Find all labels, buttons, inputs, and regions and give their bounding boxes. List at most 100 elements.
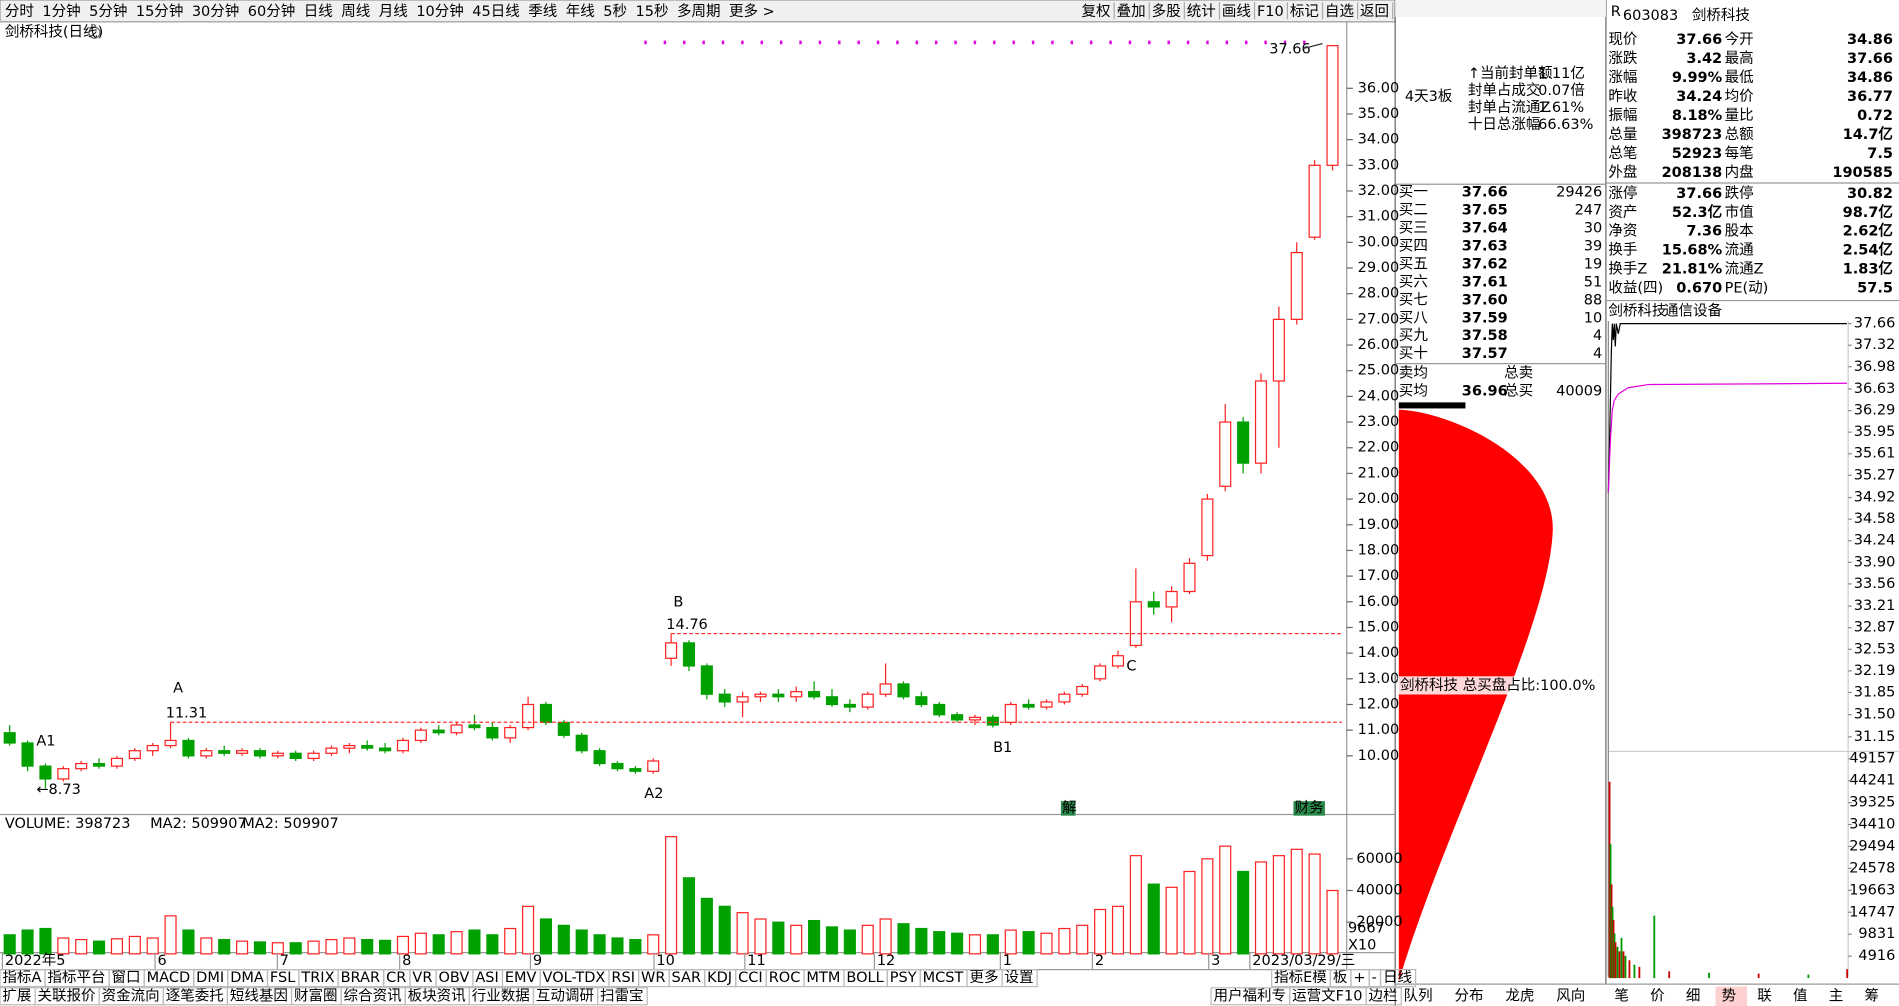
period-tab[interactable]: 月线 [379, 3, 408, 20]
period-tab[interactable]: 日线 [304, 3, 333, 20]
side-tab[interactable]: 龙虎 [1505, 987, 1534, 1004]
tab[interactable]: MTM [806, 970, 840, 986]
tab[interactable]: 日线 [1383, 969, 1412, 986]
tab[interactable]: 互动调研 [536, 987, 594, 1004]
pattern-label: C [1126, 659, 1136, 675]
candle-body [951, 714, 964, 721]
tab[interactable]: 综合资讯 [344, 987, 403, 1004]
tool-button[interactable]: 多股 [1152, 3, 1181, 20]
tab[interactable]: 设置 [1005, 969, 1034, 986]
tab[interactable]: VR [412, 970, 432, 986]
tab[interactable]: MACD [147, 970, 190, 986]
x-tick-label: 2 [1095, 953, 1104, 969]
period-tab[interactable]: 15秒 [636, 3, 669, 20]
tab[interactable]: 扫雷宝 [600, 987, 644, 1004]
side-tab[interactable]: 筹 [1864, 987, 1879, 1004]
tool-button[interactable]: 自选 [1325, 3, 1355, 20]
quote-value: 57.5 [1857, 280, 1893, 296]
tab[interactable]: 逐笔委托 [166, 987, 224, 1004]
tab[interactable]: TRIX [300, 970, 334, 986]
period-tab[interactable]: 季线 [528, 3, 557, 20]
tool-button[interactable]: 统计 [1187, 3, 1216, 20]
side-tab[interactable]: 主 [1829, 987, 1844, 1004]
tab[interactable]: 指标E模 [1274, 969, 1327, 986]
tab[interactable]: KDJ [707, 970, 732, 986]
badge[interactable]: 财务 [1295, 799, 1324, 816]
tab[interactable]: BOLL [846, 970, 884, 986]
quote-value: 52923 [1672, 146, 1722, 162]
tab[interactable]: 关联报价 [38, 987, 97, 1004]
tab[interactable]: CCI [738, 970, 763, 986]
tab[interactable]: 板块资讯 [408, 986, 467, 1004]
side-tab[interactable]: 细 [1686, 987, 1701, 1004]
tab[interactable]: 财富圈 [294, 986, 338, 1004]
tool-button[interactable]: 画线 [1222, 3, 1251, 20]
industry-label[interactable]: 通信设备 [1664, 302, 1723, 319]
side-tab[interactable]: 价 [1650, 988, 1665, 1004]
tab[interactable]: EMV [505, 970, 537, 986]
tab[interactable]: - [1372, 970, 1377, 986]
tab[interactable]: 窗口 [112, 968, 141, 986]
tab[interactable]: 用户福利专 [1214, 987, 1287, 1004]
tab[interactable]: VOL-TDX [543, 970, 606, 986]
quote-value: 36.77 [1847, 89, 1893, 105]
menu-icon[interactable] [88, 26, 101, 39]
y-tick-label: 18.00 [1358, 542, 1400, 558]
tool-button[interactable]: 标记 [1290, 3, 1319, 20]
side-tab[interactable]: 分布 [1455, 987, 1484, 1004]
tab[interactable]: 扩展 [2, 987, 31, 1004]
tab[interactable]: 资金流向 [102, 987, 160, 1004]
tab[interactable]: SAR [672, 970, 701, 986]
period-tab[interactable]: 1分钟 [42, 3, 80, 20]
period-tab[interactable]: 年线 [566, 3, 595, 20]
period-tab[interactable]: 更多 > [729, 3, 775, 20]
tab[interactable]: 短线基因 [230, 987, 288, 1004]
side-tab[interactable]: 联 [1757, 987, 1772, 1004]
tab[interactable]: MCST [923, 970, 964, 986]
tool-button[interactable]: 复权 [1082, 2, 1112, 20]
period-tab[interactable]: 15分钟 [136, 3, 183, 20]
period-tab[interactable]: 45日线 [472, 3, 519, 20]
tool-button[interactable]: 返回 [1360, 3, 1389, 20]
period-tab[interactable]: 30分钟 [192, 3, 239, 20]
period-tab[interactable]: 多周期 [677, 3, 721, 20]
intraday-vtick-label: 49157 [1849, 751, 1895, 767]
tab[interactable]: PSY [890, 970, 917, 986]
tab[interactable]: ROC [769, 970, 801, 986]
tab[interactable]: 更多 [969, 969, 998, 986]
tab[interactable]: BRAR [341, 970, 380, 986]
side-tab[interactable]: 值 [1793, 987, 1808, 1004]
volume-bar [39, 927, 52, 955]
period-tab[interactable]: 周线 [341, 3, 370, 20]
tab[interactable]: ASI [475, 970, 498, 986]
side-tab[interactable]: 笔 [1614, 987, 1629, 1004]
side-tab[interactable]: 队列 [1404, 987, 1433, 1004]
tab[interactable]: 指标A [2, 969, 41, 986]
volume-bar [289, 942, 302, 955]
tab[interactable]: RSI [611, 970, 635, 986]
candle-body [1076, 685, 1089, 695]
tab[interactable]: 行业数据 [472, 987, 530, 1004]
period-tab[interactable]: 60分钟 [248, 3, 295, 20]
tab[interactable]: DMI [196, 970, 224, 986]
side-tab[interactable]: 势 [1722, 987, 1737, 1004]
tab[interactable]: + [1353, 970, 1365, 986]
side-tab[interactable]: 风向 [1556, 987, 1585, 1004]
tab[interactable]: WR [641, 970, 665, 986]
tab[interactable]: 指标平台 [47, 969, 105, 986]
tab[interactable]: 运营文F10 [1292, 987, 1362, 1004]
tab[interactable]: FSL [270, 970, 296, 986]
tool-button[interactable]: F10 [1257, 4, 1284, 20]
tab[interactable]: CR [386, 970, 406, 986]
tool-button[interactable]: 叠加 [1117, 3, 1146, 20]
tab[interactable]: 边栏 [1369, 987, 1398, 1004]
tab[interactable]: 板 [1333, 968, 1348, 986]
period-tab[interactable]: 分时 [5, 3, 34, 20]
period-tab[interactable]: 10分钟 [416, 3, 463, 20]
tab[interactable]: DMA [230, 970, 264, 986]
period-tab[interactable]: 5分钟 [89, 3, 127, 20]
tab[interactable]: OBV [438, 970, 469, 986]
badge[interactable]: 解 [1062, 799, 1077, 816]
period-tab[interactable]: 5秒 [603, 3, 627, 20]
volume-bar [1165, 886, 1178, 955]
